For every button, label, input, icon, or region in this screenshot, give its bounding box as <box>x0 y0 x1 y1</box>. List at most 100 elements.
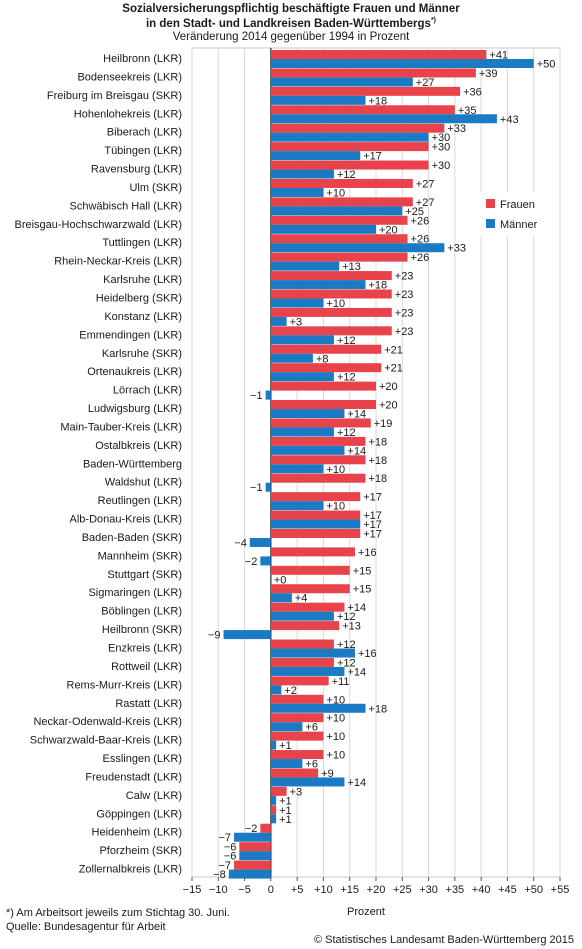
value-label: +35 <box>458 105 477 117</box>
bar-maenner <box>270 95 366 105</box>
value-label: +12 <box>337 639 356 651</box>
category-label: Baden-Württemberg <box>83 458 182 470</box>
value-label: +17 <box>363 492 382 504</box>
bar-frauen <box>270 271 392 281</box>
bar-frauen <box>270 178 413 188</box>
value-label: −1 <box>250 482 263 494</box>
bar-maenner <box>270 574 272 584</box>
bar-frauen <box>270 344 382 354</box>
value-label: +15 <box>353 584 372 596</box>
value-label: +50 <box>537 59 556 71</box>
category-label: Freiburg im Breisgau (SKR) <box>47 90 182 102</box>
value-label: +1 <box>279 814 292 826</box>
x-tick-label: +10 <box>314 884 333 896</box>
category-label: Ludwigsburg (LKR) <box>88 403 182 415</box>
bar-frauen <box>270 473 366 483</box>
bar-maenner <box>270 224 376 234</box>
bar-maenner <box>270 814 277 824</box>
x-tick-label: +20 <box>367 884 386 896</box>
value-label: +23 <box>395 289 414 301</box>
bar-maenner <box>270 298 324 308</box>
category-label: Bodenseekreis (LKR) <box>77 71 182 83</box>
bar-frauen <box>270 768 319 778</box>
bar-maenner <box>270 427 334 437</box>
value-label: +17 <box>363 519 382 531</box>
bar-frauen <box>270 805 277 815</box>
copyright: © Statistisches Landesamt Baden-Württemb… <box>313 934 574 946</box>
x-tick-label: +55 <box>551 884 570 896</box>
bar-maenner <box>228 869 271 879</box>
value-label: +33 <box>447 123 466 135</box>
bar-maenner <box>270 464 324 474</box>
x-tick-label: +5 <box>291 884 304 896</box>
bar-frauen <box>270 510 361 520</box>
value-label: +10 <box>326 187 345 199</box>
value-label: +30 <box>432 132 451 144</box>
value-label: +33 <box>447 243 466 255</box>
category-label: Hohenlohekreis (LKR) <box>74 108 182 120</box>
bar-maenner <box>270 501 324 511</box>
bar-maenner <box>270 795 277 805</box>
x-tick-label: +45 <box>498 884 517 896</box>
value-label: +13 <box>342 621 361 633</box>
value-label: +12 <box>337 427 356 439</box>
value-label: +15 <box>353 565 372 577</box>
bar-maenner <box>270 740 277 750</box>
category-label: Lörrach (LKR) <box>113 385 182 397</box>
bar-frauen <box>270 694 324 704</box>
category-label: Zollernalbkreis (LKR) <box>79 864 182 876</box>
value-labels: +41+50+39+27+36+18+35+43+33+30+30+17+30+… <box>208 50 555 882</box>
category-label: Baden-Baden (SKR) <box>82 532 182 544</box>
bar-maenner <box>270 666 345 676</box>
value-label: +36 <box>463 86 482 98</box>
bar-frauen <box>270 252 408 262</box>
bar-frauen <box>270 50 487 59</box>
value-label: +18 <box>368 95 387 107</box>
bar-maenner <box>270 648 355 658</box>
bar-frauen <box>270 326 392 336</box>
bars <box>223 50 534 879</box>
bar-frauen <box>270 639 334 649</box>
bar-frauen <box>270 142 429 152</box>
x-tick-label: +30 <box>419 884 438 896</box>
chart-subtitle: Veränderung 2014 gegenüber 1994 in Proze… <box>172 31 410 43</box>
category-label: Ortenaukreis (LKR) <box>87 366 182 378</box>
category-label: Rastatt (LKR) <box>115 698 182 710</box>
bar-frauen <box>270 676 329 686</box>
value-label: −7 <box>219 860 232 872</box>
legend-entry: Frauen <box>500 199 535 211</box>
value-label: +30 <box>432 142 451 154</box>
value-label: +18 <box>368 473 387 485</box>
bar-frauen <box>270 602 345 612</box>
value-label: +26 <box>411 252 430 264</box>
value-label: +10 <box>326 501 345 513</box>
value-label: +1 <box>279 795 292 807</box>
bar-maenner <box>265 482 271 492</box>
legend-swatch <box>486 199 495 208</box>
bar-frauen <box>234 860 271 870</box>
value-label: +6 <box>305 759 318 771</box>
category-label: Ostalbkreis (LKR) <box>95 440 182 452</box>
chart-title-line2: in den Stadt- und Landkreisen Baden-Würt… <box>0 17 582 30</box>
x-axis: −15 −10 −5 0 +5 +10 +15 +20 +25 +30 +35 +40 +45 +50 +5… <box>183 877 570 918</box>
bar-frauen <box>270 363 382 373</box>
category-label: Karlsruhe (SKR) <box>102 348 182 360</box>
value-label: +27 <box>416 77 435 89</box>
bar-maenner <box>270 316 287 326</box>
legend-swatch <box>486 219 495 228</box>
chart-title-line2-text: in den Stadt- und Landkreisen Baden-Würt… <box>145 17 431 30</box>
bar-maenner <box>270 187 324 197</box>
value-label: +14 <box>347 409 366 421</box>
x-axis-label: Prozent <box>347 906 385 918</box>
value-label: +21 <box>384 344 403 356</box>
bar-frauen <box>270 234 408 244</box>
bar-frauen <box>270 307 392 317</box>
bar-maenner <box>249 537 271 547</box>
category-label: Böblingen (LKR) <box>101 606 182 618</box>
bar-frauen <box>270 105 455 115</box>
category-label: Enzkreis (LKR) <box>108 643 182 655</box>
category-label: Karlsruhe (LKR) <box>103 274 182 286</box>
value-label: +12 <box>337 657 356 669</box>
value-label: +1 <box>279 805 292 817</box>
